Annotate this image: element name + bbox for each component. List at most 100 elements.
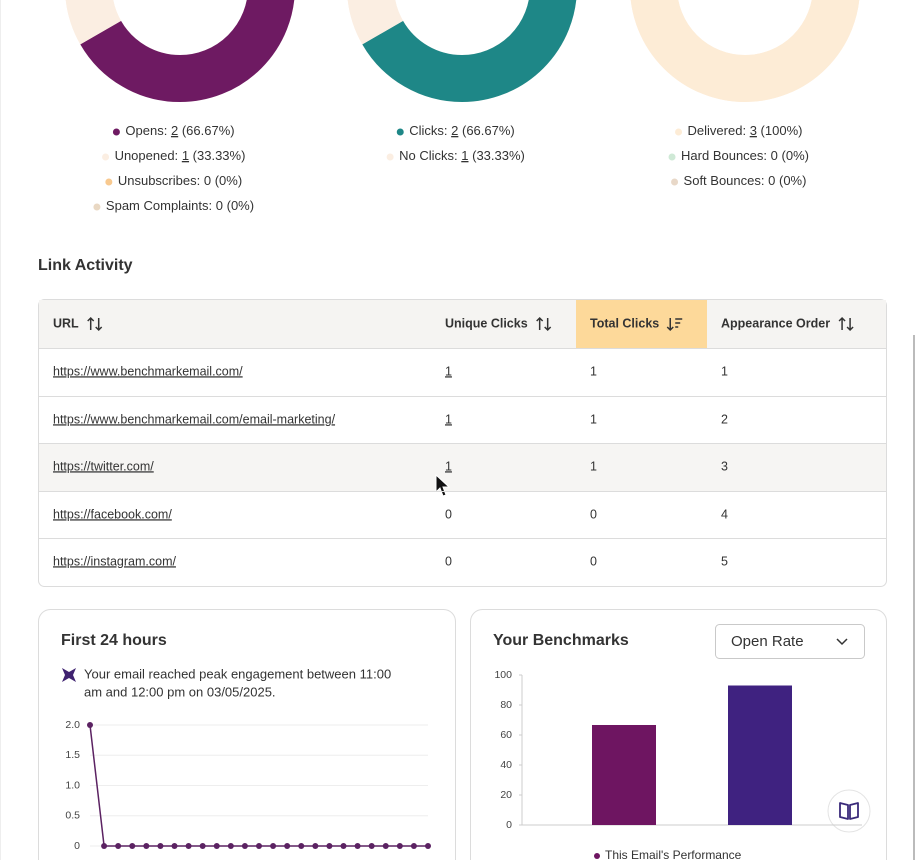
sort-icon xyxy=(536,316,552,332)
line-point xyxy=(256,843,262,849)
legend-text: (0%) xyxy=(227,198,254,213)
y-tick-label: 0 xyxy=(74,840,80,852)
line-point xyxy=(326,843,333,849)
line-point xyxy=(368,843,375,849)
donut-center: 66.67% xyxy=(149,0,210,3)
line-point xyxy=(101,843,108,849)
sort-icon xyxy=(87,316,103,332)
line-point xyxy=(270,843,277,849)
legend-item: Opens: 2 (66.67%) xyxy=(125,123,234,138)
table-cell: 5 xyxy=(721,554,728,568)
table-cell[interactable]: 1 xyxy=(445,459,452,473)
table-cell[interactable]: https://facebook.com/ xyxy=(53,507,172,521)
table-cell: 0 xyxy=(445,554,452,568)
sort-icon xyxy=(666,318,683,332)
donut-segment xyxy=(347,0,577,102)
column-header: Unique Clicks xyxy=(445,316,528,330)
table-cell[interactable]: https://www.benchmarkemail.com/email-mar… xyxy=(53,412,336,426)
legend-text: Spam Complaints: xyxy=(106,198,212,213)
y-tick-label: 80 xyxy=(500,699,512,711)
y-tick-label: 60 xyxy=(500,729,512,741)
legend-text[interactable]: 2 xyxy=(171,123,178,138)
chevron xyxy=(836,638,848,646)
legend-text[interactable]: 3 xyxy=(750,123,757,138)
table-cell: 1 xyxy=(590,364,597,378)
legend-text[interactable]: 1 xyxy=(461,148,468,163)
legend-text: Delivered: xyxy=(688,123,747,138)
legend-text: 0 xyxy=(216,198,223,213)
peak-icon xyxy=(62,668,76,682)
table-cell: 1 xyxy=(721,364,728,378)
y-tick-label: 0.5 xyxy=(65,810,80,822)
y-tick-label: 2.0 xyxy=(65,719,80,731)
table-cell[interactable]: https://twitter.com/ xyxy=(53,459,154,473)
legend-text: (33.33%) xyxy=(472,148,525,163)
legend-item: Unopened: 1 (33.33%) xyxy=(115,148,246,163)
line-point xyxy=(340,843,347,849)
table-cell: 4 xyxy=(721,507,728,521)
line-point xyxy=(425,843,431,849)
line-point xyxy=(129,843,136,849)
legend-text[interactable]: 1 xyxy=(182,148,189,163)
dropdown-value[interactable]: Open Rate xyxy=(731,633,804,650)
card-title: First 24 hours xyxy=(61,632,167,649)
legend-text: (66.67%) xyxy=(182,123,235,138)
donut-center: 0% xyxy=(732,0,758,3)
y-tick-label: 1.0 xyxy=(65,779,80,791)
legend-dot xyxy=(668,153,676,161)
legend-text: Opens: xyxy=(125,123,167,138)
card xyxy=(38,609,456,860)
legend-text: 0 xyxy=(771,148,778,163)
line-point xyxy=(171,843,178,849)
legend-text: (100%) xyxy=(761,123,803,138)
line-point xyxy=(298,843,305,849)
legend-item: Hard Bounces: 0 (0%) xyxy=(681,148,809,163)
hovered-row-bg xyxy=(39,444,886,491)
help-button[interactable] xyxy=(827,789,871,833)
table-cell: 1 xyxy=(590,459,597,473)
legend-text: Hard Bounces: xyxy=(681,148,767,163)
legend-dot xyxy=(386,153,394,161)
note: am and 12:00 pm on 03/05/2025. xyxy=(84,684,276,699)
legend-text[interactable]: 2 xyxy=(451,123,458,138)
line-point xyxy=(143,843,150,849)
line-point xyxy=(213,843,220,849)
legend-item: Delivered: 3 (100%) xyxy=(688,123,803,138)
y-tick-label: 1.5 xyxy=(65,749,80,761)
table-cell[interactable]: 1 xyxy=(445,412,452,426)
line-point xyxy=(115,843,122,849)
line-point xyxy=(396,843,403,849)
line-point xyxy=(157,843,164,849)
line-point xyxy=(185,843,192,849)
legend-dot xyxy=(105,178,113,186)
line-point xyxy=(199,843,206,849)
line-point xyxy=(284,843,291,849)
table-cell[interactable]: https://instagram.com/ xyxy=(53,554,176,568)
table-header-bg xyxy=(39,300,886,348)
line-point xyxy=(241,843,248,849)
legend-item: Clicks: 2 (66.67%) xyxy=(409,123,515,138)
legend-dot xyxy=(675,128,683,136)
legend-dot xyxy=(102,153,110,161)
card-title: Your Benchmarks xyxy=(493,632,629,649)
table-cell[interactable]: 1 xyxy=(445,364,452,378)
line-point xyxy=(227,843,234,849)
legend-dot xyxy=(671,178,679,186)
legend-item: Spam Complaints: 0 (0%) xyxy=(106,198,254,213)
bar xyxy=(728,685,792,825)
legend-text: No Clicks: xyxy=(399,148,458,163)
dropdown[interactable] xyxy=(715,624,865,659)
legend-text: 0 xyxy=(768,173,775,188)
legend-text: Unsubscribes: xyxy=(118,173,200,188)
book-icon xyxy=(839,802,859,820)
line-point xyxy=(354,843,361,849)
table-cell[interactable]: https://www.benchmarkemail.com/ xyxy=(53,364,243,378)
table-cell: 2 xyxy=(721,412,728,426)
y-tick-label: 100 xyxy=(494,669,512,681)
y-tick-label: 0 xyxy=(506,819,512,831)
legend-label: This Email's Performance xyxy=(605,848,742,860)
line-point xyxy=(410,843,417,849)
table-cell: 1 xyxy=(590,412,597,426)
legend-text: 0 xyxy=(204,173,211,188)
